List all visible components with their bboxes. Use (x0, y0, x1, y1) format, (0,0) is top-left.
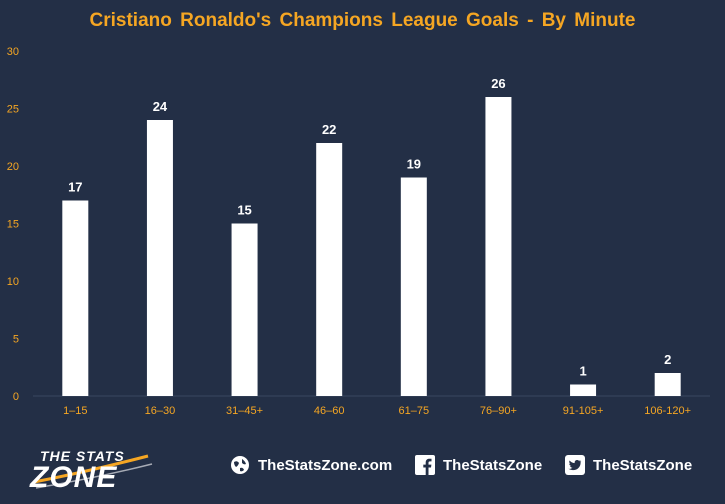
the-stats-zone-logo: THE STATS ZONE (26, 438, 156, 494)
x-tick-label: 46–60 (314, 405, 345, 417)
y-tick-label: 5 (13, 334, 19, 346)
logo-swoosh-icon (33, 454, 153, 489)
bar-value-label: 17 (68, 180, 82, 195)
x-tick-label: 1–15 (63, 405, 87, 417)
facebook-label: TheStatsZone (443, 456, 543, 474)
bar-value-label: 1 (579, 364, 586, 379)
website-link[interactable]: TheStatsZone.com (230, 454, 392, 476)
bar (400, 177, 427, 396)
twitter-icon (565, 455, 585, 475)
bar (316, 143, 343, 396)
globe-icon (231, 456, 249, 474)
bar (62, 200, 89, 396)
x-tick-label: 31–45+ (226, 405, 263, 417)
twitter-link[interactable]: TheStatsZone (565, 454, 692, 476)
bar-value-label: 15 (237, 203, 251, 218)
website-label: TheStatsZone.com (258, 456, 393, 474)
bar-value-label: 26 (491, 76, 505, 91)
x-tick-label: 106-120+ (644, 405, 691, 417)
bar-value-label: 22 (322, 122, 336, 137)
logo-line1: THE STATS (40, 448, 125, 464)
y-tick-label: 15 (7, 219, 19, 231)
bar (231, 223, 258, 396)
y-tick-label: 20 (7, 161, 19, 173)
x-tick-label: 61–75 (399, 405, 430, 417)
logo-line2: ZONE (30, 461, 118, 494)
bar (654, 373, 681, 396)
twitter-label: TheStatsZone (593, 456, 693, 474)
x-tick-label: 16–30 (145, 405, 176, 417)
y-tick-label: 30 (7, 46, 19, 58)
bar-chart: 0 5 10 15 20 25 30 17 1–15 24 16–30 15 31–45+ 22 46–60… (7, 46, 710, 417)
bar-value-label: 19 (407, 157, 421, 172)
bar (146, 120, 173, 396)
y-tick-label: 25 (7, 104, 19, 116)
facebook-icon (415, 455, 435, 475)
chart-title: Cristiano Ronaldo's Champions League Goa… (89, 10, 636, 31)
x-tick-label: 91-105+ (563, 405, 604, 417)
bar-value-label: 24 (153, 99, 168, 114)
bar-value-label: 2 (664, 352, 671, 367)
x-tick-label: 76–90+ (480, 405, 517, 417)
y-tick-label: 10 (7, 276, 19, 288)
bar (570, 384, 597, 396)
footer: THE STATS ZONE TheStatsZone.com TheStats… (0, 430, 725, 504)
y-tick-label: 0 (13, 391, 19, 403)
facebook-link[interactable]: TheStatsZone (415, 454, 542, 476)
bar (485, 97, 512, 396)
